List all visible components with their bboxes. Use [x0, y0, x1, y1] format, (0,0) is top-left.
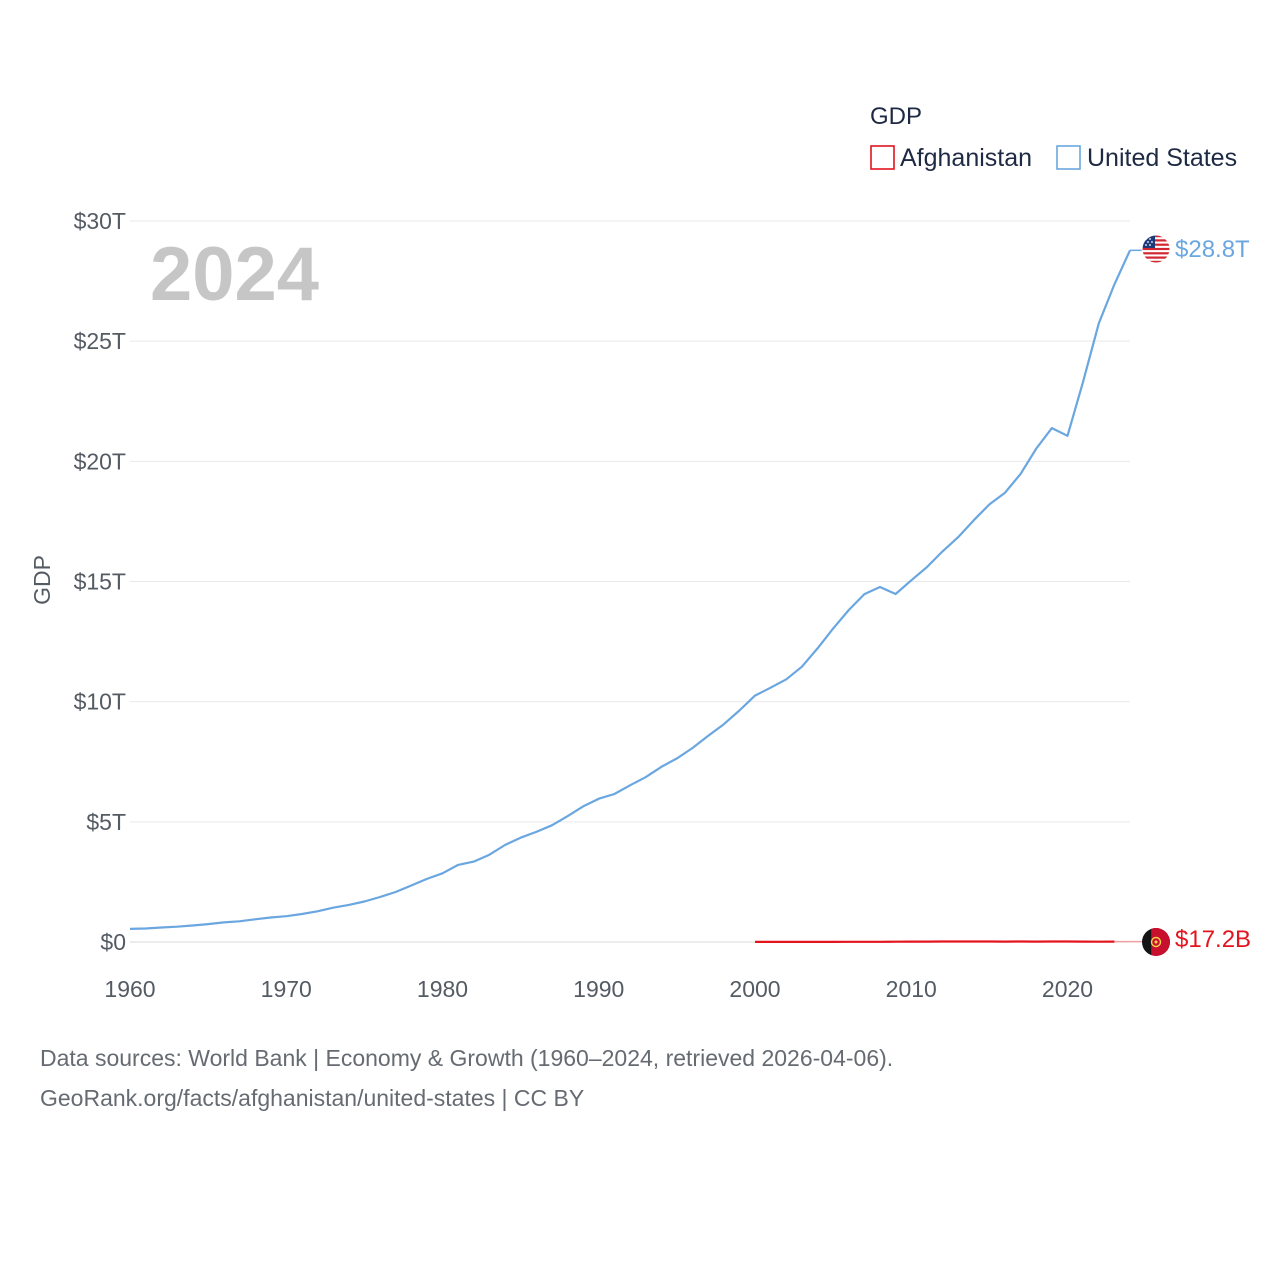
y-tick-label: $25T	[74, 328, 126, 354]
us-flag-icon	[1142, 235, 1170, 263]
x-tick-label: 2000	[729, 976, 780, 1002]
x-axis-ticks: 1960 1970 1980 1990 2000 2010 2020	[104, 976, 1093, 1002]
x-tick-label: 1970	[261, 976, 312, 1002]
y-tick-label: $20T	[74, 448, 126, 474]
afghanistan-flag-icon	[1142, 928, 1170, 956]
legend-item-united-states[interactable]: United States	[1056, 144, 1237, 172]
y-axis-label: GDP	[29, 555, 55, 605]
series-line-united-states	[129, 249, 1132, 930]
y-tick-label: $30T	[74, 208, 126, 234]
x-tick-label: 1980	[417, 976, 468, 1002]
x-tick-label: 2020	[1042, 976, 1093, 1002]
afghanistan-end-value-label: $17.2B	[1175, 926, 1251, 953]
series-layer	[129, 249, 1142, 944]
legend-item-afghanistan[interactable]: Afghanistan	[870, 144, 1032, 172]
legend-swatch-afghanistan	[870, 145, 895, 170]
y-tick-label: $10T	[74, 689, 126, 715]
x-tick-label: 2010	[886, 976, 937, 1002]
y-tick-label: $0	[100, 929, 126, 955]
legend: GDP Afghanistan United States	[870, 103, 1237, 172]
footer-sources: Data sources: World Bank | Economy & Gro…	[40, 1045, 894, 1071]
x-tick-label: 1960	[104, 976, 155, 1002]
legend-label-united-states: United States	[1087, 144, 1237, 172]
legend-label-afghanistan: Afghanistan	[900, 144, 1032, 172]
legend-title: GDP	[870, 103, 922, 130]
us-end-value-label: $28.8T	[1175, 236, 1250, 263]
year-indicator: 2024	[150, 232, 319, 317]
x-tick-label: 1990	[573, 976, 624, 1002]
legend-swatch-united-states	[1056, 145, 1081, 170]
y-tick-label: $15T	[74, 569, 126, 595]
y-tick-label: $5T	[86, 809, 126, 835]
footer-attribution: GeoRank.org/facts/afghanistan/united-sta…	[40, 1085, 585, 1111]
grid-lines	[130, 220, 1130, 943]
y-axis-ticks: $0 $5T $10T $15T $20T $25T $30T	[74, 208, 126, 955]
